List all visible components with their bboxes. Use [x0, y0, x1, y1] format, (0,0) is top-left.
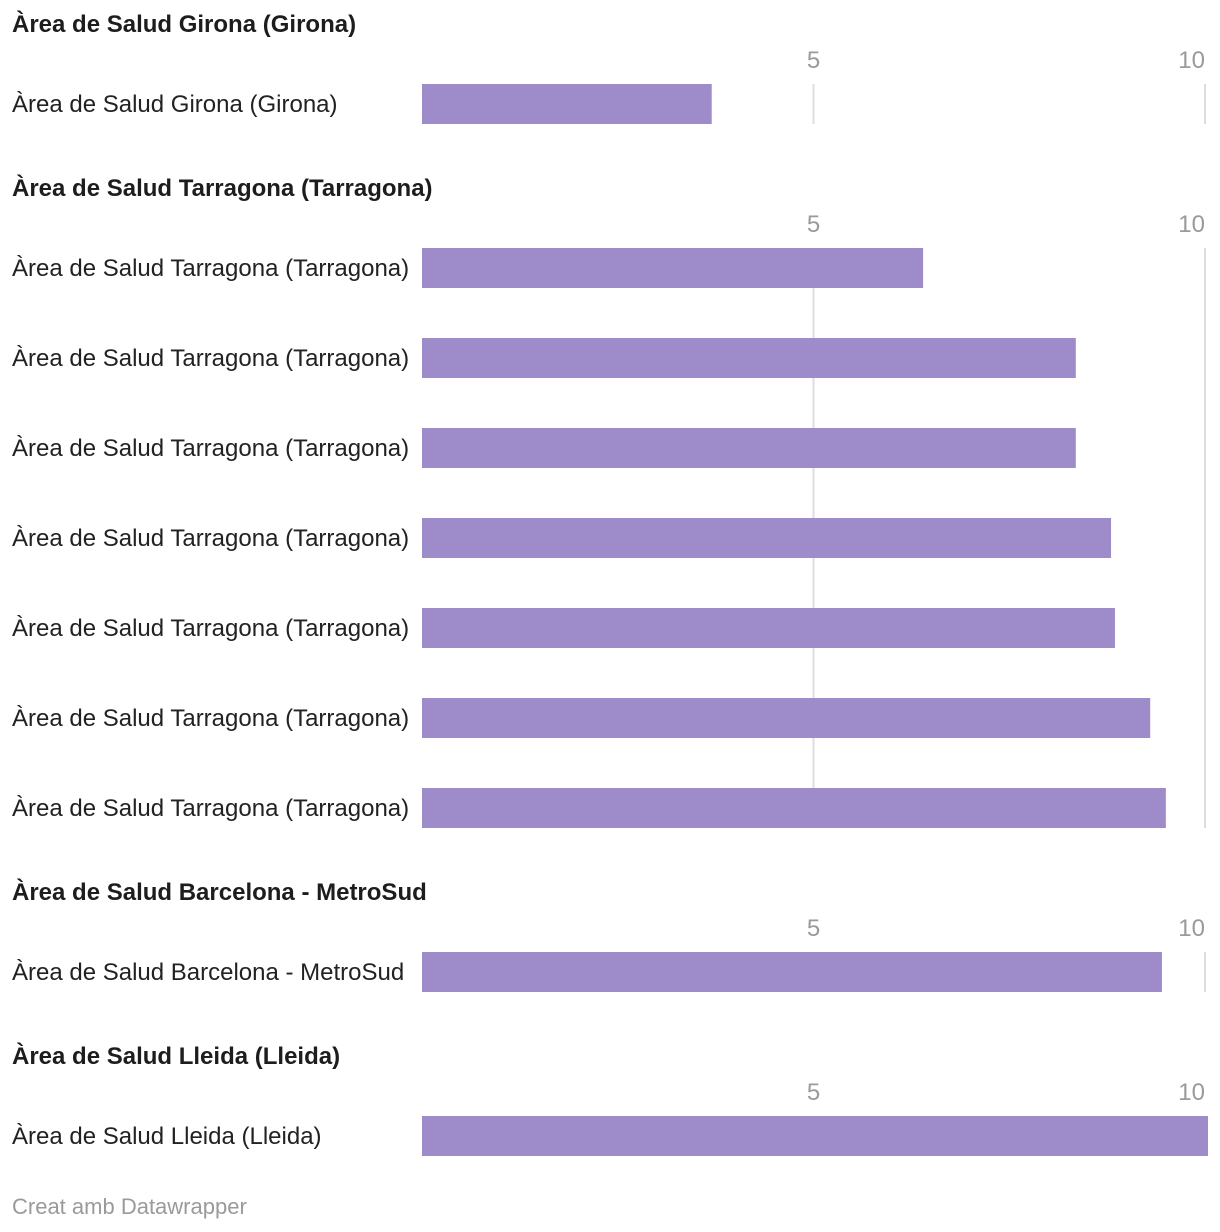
group-title: Àrea de Salud Girona (Girona) [12, 10, 356, 38]
group-title: Àrea de Salud Barcelona - MetroSud [12, 878, 427, 906]
row-label: Àrea de Salud Barcelona - MetroSud [12, 959, 404, 986]
bar [422, 698, 1151, 738]
bar [422, 428, 1076, 468]
bar [422, 1116, 1208, 1156]
row-label: Àrea de Salud Tarragona (Tarragona) [12, 705, 409, 732]
row-label: Àrea de Salud Tarragona (Tarragona) [12, 345, 409, 372]
row-label: Àrea de Salud Tarragona (Tarragona) [12, 615, 409, 642]
row-label: Àrea de Salud Tarragona (Tarragona) [12, 435, 409, 462]
bar [422, 338, 1076, 378]
bar [422, 788, 1166, 828]
row-label: Àrea de Salud Tarragona (Tarragona) [12, 525, 409, 552]
bar [422, 952, 1162, 992]
bar [422, 608, 1115, 648]
bar-chart: Àrea de Salud Girona (Girona) 5 10 Àrea de … [12, 10, 1208, 1156]
tick-label: 10 [1178, 915, 1205, 942]
bar [422, 248, 924, 288]
row-label: Àrea de Salud Girona (Girona) [12, 91, 338, 118]
bar [422, 84, 712, 124]
row-label: Àrea de Salud Tarragona (Tarragona) [12, 795, 409, 822]
datawrapper-credit: Creat amb Datawrapper [12, 1194, 247, 1219]
row-label: Àrea de Salud Tarragona (Tarragona) [12, 255, 409, 282]
tick-label: 5 [807, 211, 820, 238]
bar [422, 518, 1112, 558]
group-title: Àrea de Salud Tarragona (Tarragona) [12, 174, 433, 202]
tick-label: 10 [1178, 1079, 1205, 1106]
tick-label: 10 [1178, 47, 1205, 74]
tick-label: 5 [807, 47, 820, 74]
group-title: Àrea de Salud Lleida (Lleida) [12, 1042, 340, 1070]
tick-label: 5 [807, 915, 820, 942]
row-label: Àrea de Salud Lleida (Lleida) [12, 1123, 322, 1150]
tick-label: 10 [1178, 211, 1205, 238]
tick-label: 5 [807, 1079, 820, 1106]
